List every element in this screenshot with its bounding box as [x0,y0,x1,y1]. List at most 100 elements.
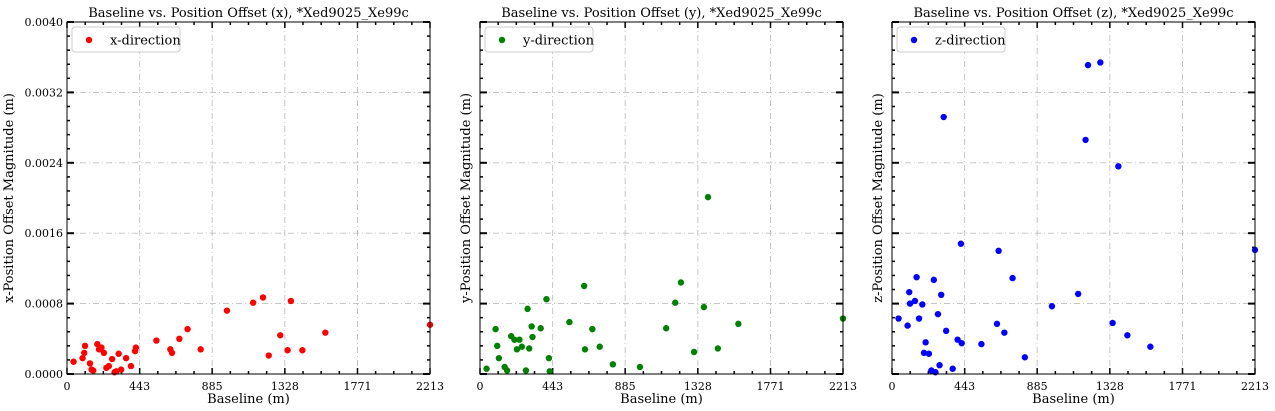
data-point [957,240,965,247]
x-axis-label: Baseline (m) [620,392,703,407]
data-point [714,345,722,352]
x-tick-label: 443 [129,380,150,393]
data-point [176,335,183,342]
data-point [98,344,105,351]
x-tick-label: 443 [954,380,975,393]
data-point [1074,290,1082,298]
x-tick-label: 1328 [1096,380,1124,393]
plot-frame [66,21,431,375]
x-tick-label: 1771 [343,380,371,393]
x-tick-label: 0 [64,380,71,393]
data-point [919,301,926,308]
chart-panel-1: 0 443 885 1328 1771 2213 0.0000 0.0008 0.0016 0.0… [2,6,444,407]
data-point [915,315,923,322]
x-tick-label: 885 [615,380,636,393]
data-point [81,349,88,357]
x-axis-label: Baseline (m) [1032,392,1115,407]
data-point [934,310,942,318]
data-point [277,332,284,339]
data-point [545,354,553,362]
data-point [581,346,589,353]
legend-marker [498,36,506,44]
data-point [566,318,573,326]
data-point [70,358,77,365]
data-point [322,329,329,336]
data-point [522,367,530,374]
data-point [259,294,267,301]
data-point [79,354,86,362]
data-point [1147,343,1154,350]
data-point [511,336,518,343]
y-axis-label: z-Position Offset Magnitude (m) [871,93,886,303]
y-tick-label: 0.0040 [25,16,64,29]
legend-label: z-direction [935,34,1006,49]
legend: z-direction [896,26,1006,53]
data-point [546,368,553,375]
data-point [580,282,588,290]
data-point [115,350,122,357]
legend: x-direction [71,26,181,53]
legend: y-direction [484,26,595,53]
legend-box [896,26,1006,53]
x-tick-label: 0 [889,380,896,393]
chart-title: Baseline vs. Position Offset (x), *Xed90… [88,6,409,21]
chart-panel-3: 0 443 885 1328 1771 2213 Baseline vs. Position… [871,6,1269,407]
data-point [495,354,503,362]
data-point [735,320,742,328]
y-axis-label: y-Position Offset Magnitude (m) [459,93,474,304]
data-point [81,342,89,350]
data-point [596,343,603,350]
data-point [122,354,130,362]
y-axis-label: x-Position Offset Magnitude (m) [2,93,17,303]
data-point [86,360,94,367]
data-point [677,279,685,286]
data-point [516,336,523,343]
y-tick-label: 0.0024 [25,157,64,170]
plot-frame [479,21,844,375]
data-point [1115,163,1122,170]
data-point [1082,136,1089,144]
data-point [700,303,708,311]
legend-box [484,26,594,53]
data-point [483,365,490,372]
y-tick-label: 0.0032 [25,86,64,99]
data-point [958,340,965,347]
data-point [299,347,306,354]
data-point [265,352,272,359]
data-point [543,296,550,303]
data-point [993,320,1001,328]
y-tick-label: 0.0000 [25,368,64,381]
data-point [978,340,985,348]
data-point [168,349,176,357]
y-tick-label: 0.0016 [25,227,64,240]
data-point [925,350,933,357]
data-point [1048,303,1056,310]
data-point [940,113,947,121]
data-point [690,348,698,356]
data-point [503,367,511,374]
data-point [1084,61,1092,69]
data-point [911,297,919,305]
data-point [529,333,536,341]
chart-title: Baseline vs. Position Offset (y), *Xed90… [501,6,822,21]
plot-frame [891,21,1256,375]
x-tick-label: 2213 [416,380,444,393]
legend-label: y-direction [522,34,595,49]
data-point [117,366,125,373]
data-point [113,368,120,375]
data-point [528,323,535,330]
x-tick-label: 0 [477,380,484,393]
data-point [922,339,929,346]
x-tick-label: 1328 [684,380,712,393]
legend-marker [910,36,918,44]
data-point [906,300,914,307]
chart-panel-2: 0 443 885 1328 1771 2213 Baseline vs. Position… [459,6,857,407]
x-tick-label: 1771 [1168,380,1196,393]
data-point [249,299,257,306]
data-point [949,365,956,372]
x-tick-label: 2213 [1241,380,1269,393]
data-point [995,247,1002,254]
data-point [1097,59,1104,66]
data-point [936,362,943,369]
data-point [197,346,204,353]
